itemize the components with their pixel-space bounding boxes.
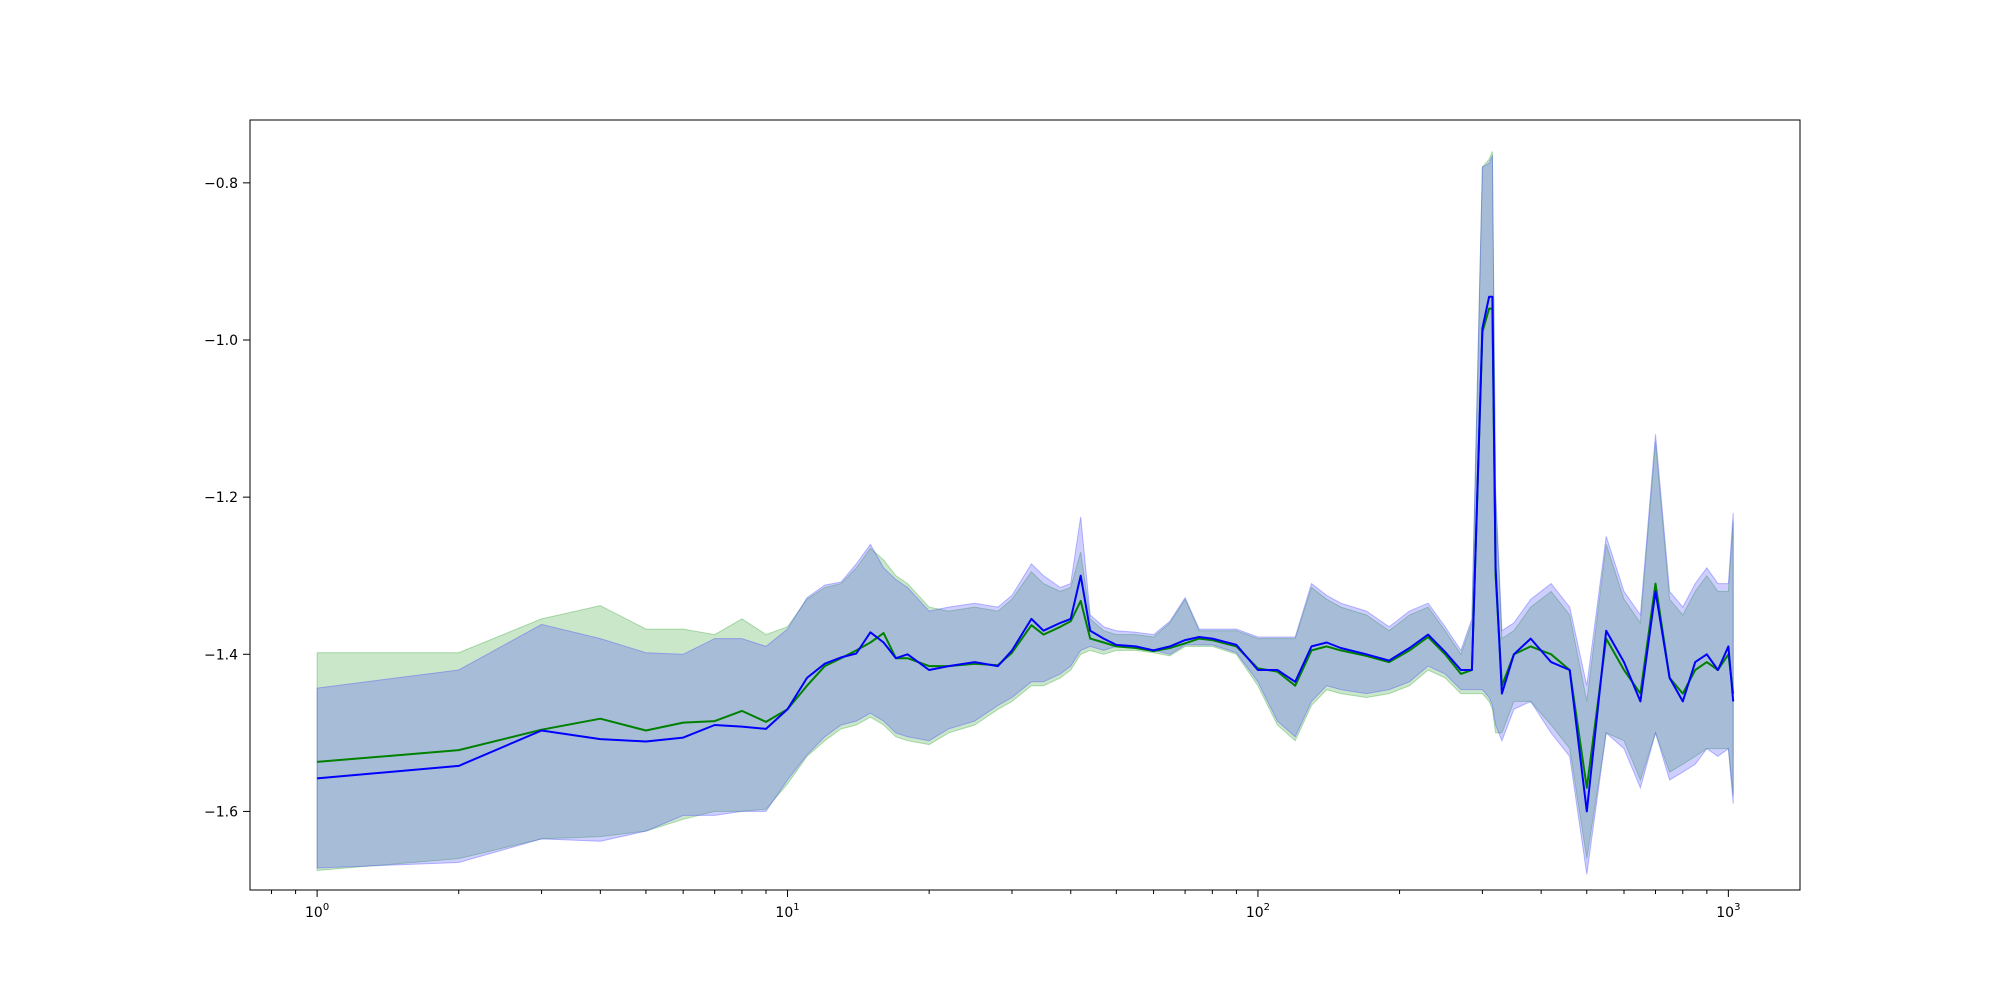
x-tick-label: 101 — [775, 902, 799, 921]
series-2-band — [316, 155, 1734, 875]
confidence-bands — [316, 151, 1734, 875]
y-tick-label: −1.4 — [204, 647, 238, 663]
x-tick-label: 103 — [1716, 902, 1740, 921]
series-1-band — [316, 151, 1734, 871]
y-axis: −1.6 −1.4 −1.2 −1.0 −0.8 — [204, 176, 250, 820]
y-tick-label: −0.8 — [204, 176, 238, 192]
y-tick-label: −1.0 — [204, 333, 238, 349]
x-tick-label: 100 — [305, 902, 329, 921]
x-axis: 100 101 102 103 — [271, 890, 1740, 921]
series-2-line — [317, 295, 1735, 813]
y-tick-label: −1.2 — [204, 490, 238, 506]
x-tick-label: 102 — [1246, 902, 1270, 921]
series-lines — [317, 295, 1735, 813]
plot-area-frame — [249, 119, 1801, 891]
y-tick-label: −1.6 — [204, 804, 238, 820]
